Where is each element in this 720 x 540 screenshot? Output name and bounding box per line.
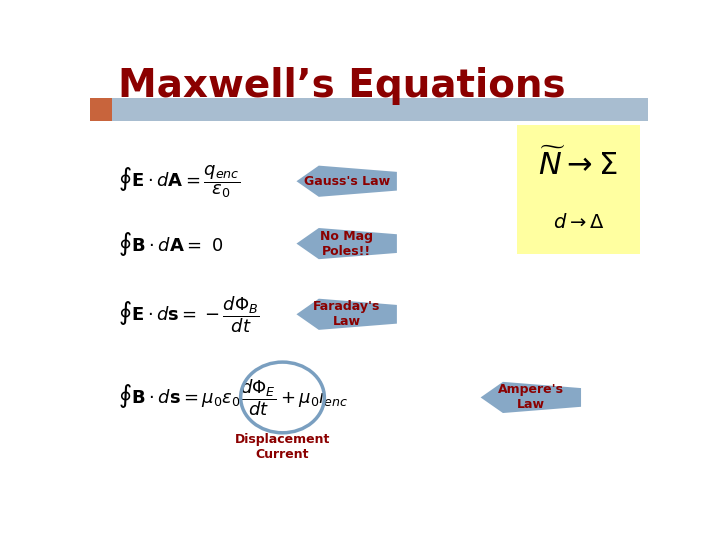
Text: $\oint \mathbf{E} \cdot d\mathbf{s} = -\dfrac{d\Phi_B}{dt}$: $\oint \mathbf{E} \cdot d\mathbf{s} = -\…: [118, 294, 259, 335]
Text: $d \rightarrow \Delta$: $d \rightarrow \Delta$: [552, 213, 604, 232]
Text: $\widetilde{N}{\rightarrow}\Sigma$: $\widetilde{N}{\rightarrow}\Sigma$: [539, 148, 618, 181]
Text: $\oint \mathbf{E} \cdot d\mathbf{A} = \dfrac{q_{enc}}{\varepsilon_0}$: $\oint \mathbf{E} \cdot d\mathbf{A} = \d…: [118, 163, 240, 200]
Text: Maxwell’s Equations: Maxwell’s Equations: [118, 66, 565, 105]
Text: Gauss's Law: Gauss's Law: [304, 175, 390, 188]
Polygon shape: [481, 382, 581, 413]
Text: $\oint \mathbf{B} \cdot d\mathbf{A} = \ 0$: $\oint \mathbf{B} \cdot d\mathbf{A} = \ …: [118, 230, 223, 258]
Bar: [90, 98, 112, 121]
Polygon shape: [297, 228, 397, 259]
Text: $\oint \mathbf{B} \cdot d\mathbf{s} = \mu_0 \varepsilon_0 \dfrac{d\Phi_E}{dt} + : $\oint \mathbf{B} \cdot d\mathbf{s} = \m…: [118, 377, 348, 418]
Text: No Mag
Poles!!: No Mag Poles!!: [320, 230, 373, 258]
Bar: [90, 98, 648, 121]
Polygon shape: [297, 166, 397, 197]
Text: Faraday's
Law: Faraday's Law: [313, 300, 380, 328]
Polygon shape: [297, 299, 397, 330]
FancyBboxPatch shape: [517, 125, 639, 254]
Text: Ampere's
Law: Ampere's Law: [498, 383, 564, 411]
Text: Displacement
Current: Displacement Current: [235, 433, 330, 461]
